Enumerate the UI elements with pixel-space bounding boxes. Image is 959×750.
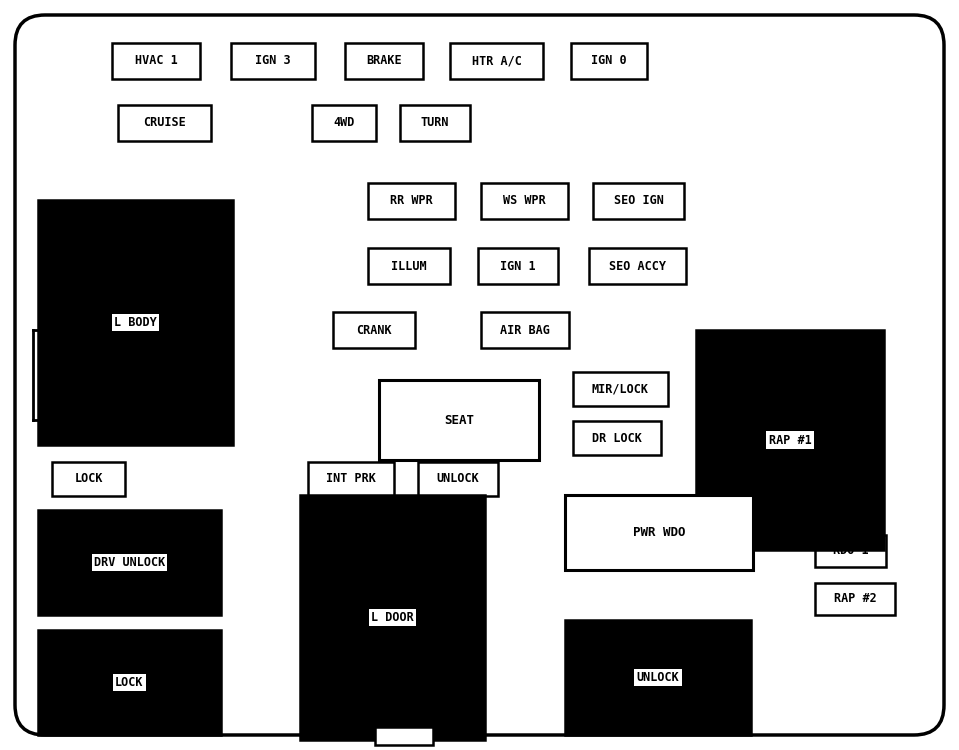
Bar: [565, 495, 753, 570]
Bar: [375, 727, 433, 745]
Text: DRV UNLOCK: DRV UNLOCK: [94, 556, 165, 569]
Bar: [450, 43, 543, 79]
Bar: [478, 248, 558, 284]
Text: IGN 1: IGN 1: [501, 260, 536, 272]
Bar: [571, 43, 647, 79]
Text: IGN 0: IGN 0: [591, 55, 627, 68]
Bar: [481, 183, 568, 219]
Bar: [400, 105, 470, 141]
Bar: [815, 535, 886, 567]
Text: DR LOCK: DR LOCK: [592, 431, 642, 445]
Bar: [589, 248, 686, 284]
Text: HVAC 1: HVAC 1: [134, 55, 177, 68]
Bar: [38, 630, 221, 735]
Bar: [573, 372, 668, 406]
Text: WS WPR: WS WPR: [503, 194, 546, 208]
Bar: [38, 200, 233, 445]
Text: HTR A/C: HTR A/C: [472, 55, 522, 68]
Text: L DOOR: L DOOR: [371, 611, 414, 624]
Text: LOCK: LOCK: [74, 472, 103, 485]
Bar: [231, 43, 315, 79]
Bar: [112, 43, 200, 79]
Text: LOCK: LOCK: [115, 676, 144, 689]
Bar: [333, 312, 415, 348]
Text: PWR WDO: PWR WDO: [633, 526, 686, 539]
Text: CRUISE: CRUISE: [143, 116, 186, 130]
Bar: [308, 462, 394, 496]
Text: L BODY: L BODY: [114, 316, 157, 329]
Bar: [573, 421, 661, 455]
Text: UNLOCK: UNLOCK: [436, 472, 480, 485]
Bar: [815, 583, 895, 615]
FancyBboxPatch shape: [15, 15, 944, 735]
Text: MIR/LOCK: MIR/LOCK: [592, 382, 649, 395]
Bar: [38, 510, 221, 615]
Text: INT PRK: INT PRK: [326, 472, 376, 485]
Text: RR WPR: RR WPR: [390, 194, 433, 208]
Bar: [481, 312, 569, 348]
Bar: [300, 495, 485, 740]
Text: RAP #1: RAP #1: [768, 433, 811, 446]
Bar: [118, 105, 211, 141]
Text: TURN: TURN: [421, 116, 449, 130]
Text: SEO ACCY: SEO ACCY: [609, 260, 666, 272]
Text: SEO IGN: SEO IGN: [614, 194, 664, 208]
Bar: [345, 43, 423, 79]
Text: IGN 3: IGN 3: [255, 55, 291, 68]
Text: UNLOCK: UNLOCK: [637, 671, 679, 684]
Text: BRAKE: BRAKE: [366, 55, 402, 68]
Bar: [593, 183, 684, 219]
Bar: [379, 380, 539, 460]
Bar: [696, 330, 884, 550]
Text: RDO 1: RDO 1: [832, 544, 868, 557]
Text: AIR BAG: AIR BAG: [500, 323, 550, 337]
Text: CRANK: CRANK: [356, 323, 392, 337]
Bar: [565, 620, 751, 735]
Bar: [52, 462, 125, 496]
Text: 4WD: 4WD: [334, 116, 355, 130]
Bar: [418, 462, 498, 496]
Bar: [368, 248, 450, 284]
Bar: [368, 183, 455, 219]
Bar: [312, 105, 376, 141]
Text: RAP #2: RAP #2: [833, 592, 877, 605]
Text: ILLUM: ILLUM: [391, 260, 427, 272]
Text: SEAT: SEAT: [444, 413, 474, 427]
